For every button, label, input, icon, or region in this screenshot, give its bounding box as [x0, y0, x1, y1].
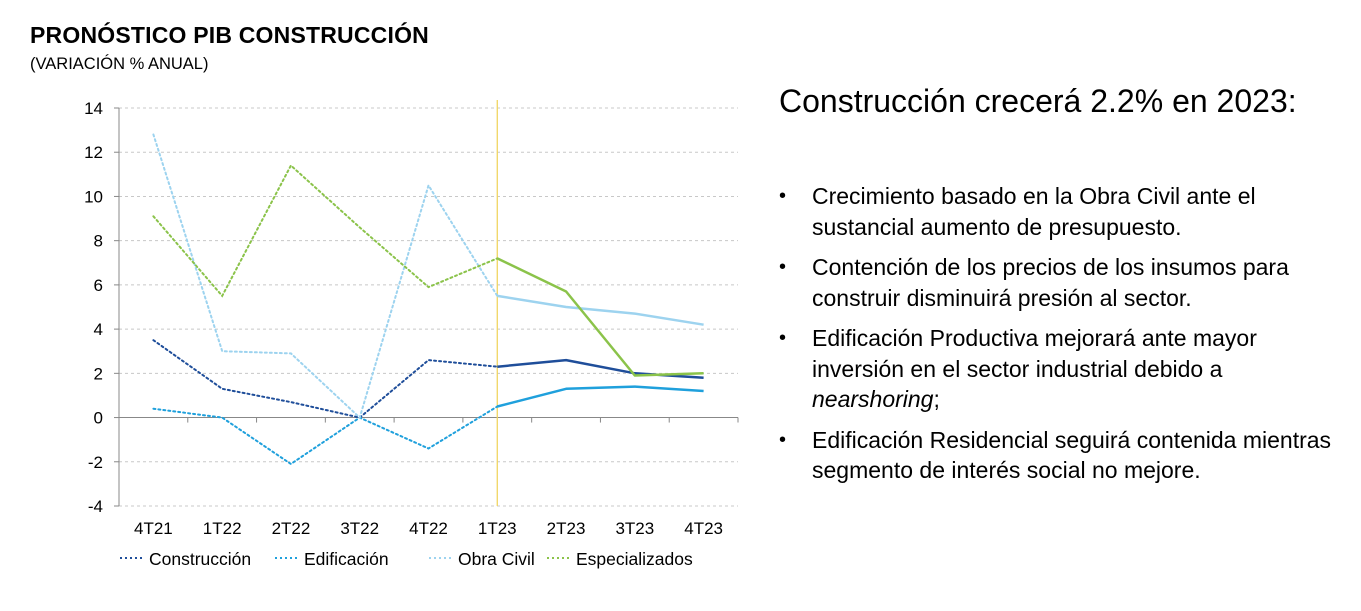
bullet-list: • Crecimiento basado en la Obra Civil an… — [779, 181, 1354, 496]
grid-layer — [119, 107, 738, 507]
series-line-historical — [152, 163, 499, 298]
x-tick-label: 4T21 — [134, 519, 173, 538]
bullet-text: Edificación Residencial seguirá contenid… — [812, 426, 1332, 484]
y-tick-label: 6 — [94, 276, 103, 295]
y-tick-label: -4 — [88, 497, 103, 516]
series-line-historical — [152, 405, 499, 466]
legend-label: Construcción — [149, 549, 251, 569]
bullet-emphasis: nearshoring — [812, 386, 934, 412]
bullet-marker: • — [779, 327, 787, 349]
legend: Construcción Edificación Obra Civil Especia… — [120, 549, 693, 569]
bullet-text: Contención de los precios de los insumos… — [812, 254, 1289, 311]
bullet-marker: • — [779, 185, 787, 207]
y-tick-label: 8 — [94, 232, 103, 251]
y-tick-label: 12 — [84, 143, 103, 162]
x-tick-label: 2T22 — [272, 519, 311, 538]
bullet-item: • Edificación Residencial seguirá conten… — [779, 425, 1354, 486]
headline: Construcción crecerá 2.2% en 2023: — [779, 83, 1297, 119]
x-tick-label: 1T23 — [478, 519, 517, 538]
series-layer — [152, 133, 704, 466]
chart-title: PRONÓSTICO PIB CONSTRUCCIÓN — [30, 22, 429, 48]
legend-label: Especializados — [576, 549, 693, 569]
y-tick-label: 4 — [94, 320, 103, 339]
legend-label: Edificación — [304, 549, 389, 569]
bullet-item: • Edificación Productiva mejorará ante m… — [779, 323, 1354, 415]
y-tick-label: -2 — [88, 453, 103, 472]
series-line-historical — [152, 339, 499, 419]
x-tick-label: 3T22 — [340, 519, 379, 538]
y-tick-label: 0 — [94, 409, 103, 428]
bullet-marker: • — [779, 256, 787, 278]
x-tick-label: 4T22 — [409, 519, 448, 538]
bullet-item: • Contención de los precios de los insum… — [779, 252, 1354, 313]
x-tick-label: 4T23 — [684, 519, 723, 538]
series-line-forecast — [496, 257, 704, 377]
y-tick-label: 2 — [94, 364, 103, 383]
line-chart: -4 -2 0 2 4 6 8 10 12 14 4T21 1T22 2T22 3T22 4T22 1T23 2… — [84, 99, 739, 569]
bullet-item: • Crecimiento basado en la Obra Civil an… — [779, 181, 1354, 242]
x-tick-label: 1T22 — [203, 519, 242, 538]
axis-layer: -4 -2 0 2 4 6 8 10 12 14 4T21 1T22 2T22 3T22 4T22 1T23 2… — [84, 99, 739, 538]
bullet-marker: • — [779, 428, 787, 451]
series-line-forecast — [496, 385, 704, 408]
y-tick-label: 10 — [84, 187, 103, 206]
x-tick-label: 3T23 — [615, 519, 654, 538]
x-tick-label: 2T23 — [547, 519, 586, 538]
bullet-text: Edificación Productiva mejorará ante may… — [812, 325, 1257, 412]
y-tick-label: 14 — [84, 99, 103, 118]
chart-subtitle: (VARIACIÓN % ANUAL) — [30, 55, 209, 73]
series-line-forecast — [497, 294, 704, 326]
bullet-text: Crecimiento basado en la Obra Civil ante… — [812, 183, 1256, 240]
series-line-historical — [152, 133, 499, 420]
legend-label: Obra Civil — [458, 549, 535, 569]
